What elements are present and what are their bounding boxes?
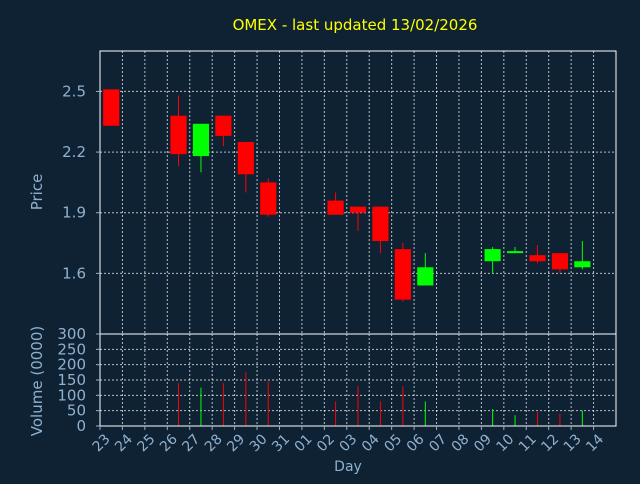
day-tick-label: 01 [292,431,316,455]
chart-title: OMEX - last updated 13/02/2026 [233,16,478,34]
candle-body [551,253,568,270]
volume-tick-label: 300 [57,325,86,343]
day-tick-label: 29 [224,431,248,455]
candle-body [349,206,367,213]
volume-tick-label: 50 [67,402,86,420]
candles-group [103,89,591,302]
day-tick-label: 27 [179,431,203,455]
day-tick-label: 11 [516,431,540,455]
candle-body [215,115,232,136]
volume-tick-label: 150 [57,371,86,389]
day-tick-label: 26 [157,431,181,455]
volume-tick-label: 0 [76,417,86,435]
candle-body [372,206,389,242]
price-axis-label: Price [28,174,46,211]
volume-bars-group [178,372,583,426]
day-tick-label: 03 [336,431,360,455]
candle-body [484,249,501,262]
price-tick-labels: 1.6 1.9 2.2 2.5 [62,82,100,282]
x-axis-label: Day [334,459,362,475]
day-tick-label: 30 [247,431,271,455]
day-tick-label: 08 [449,431,473,455]
day-tick-label: 14 [583,431,607,455]
candle-body [260,182,277,215]
day-tick-label: 02 [314,431,338,455]
candle-body [506,251,524,254]
volume-axis-label: Volume (0000) [28,326,46,436]
day-tick-label: 04 [359,431,383,455]
day-tick-label: 31 [269,431,293,455]
day-tick-label: 24 [112,431,136,455]
volume-tick-label: 100 [57,386,86,404]
volume-grid [100,334,616,426]
day-tick-label: 13 [561,431,585,455]
volume-tick-label: 250 [57,340,86,358]
price-tick-label: 1.9 [62,204,86,222]
candle-body [170,115,187,155]
candle-body [327,200,344,215]
candle-body [103,89,120,126]
candle-body [574,261,591,268]
day-tick-labels: 2324252627282930310102030405060708091011… [90,426,607,455]
day-tick-label: 23 [90,431,114,455]
price-panel-frame [99,50,617,335]
price-tick-label: 2.5 [62,82,86,100]
day-tick-label: 10 [494,431,518,455]
candle-body [529,255,546,262]
day-tick-label: 09 [471,431,495,455]
panel-frames [99,50,617,427]
day-tick-label: 25 [135,431,159,455]
day-tick-label: 07 [426,431,450,455]
price-grid [100,51,616,334]
day-tick-label: 12 [538,431,562,455]
day-tick-label: 28 [202,431,226,455]
candle-body [192,123,210,157]
day-tick-label: 05 [381,431,405,455]
price-tick-label: 2.2 [62,143,86,161]
candle-body [417,267,434,286]
candle-body [237,141,254,175]
day-tick-label: 06 [404,431,428,455]
candle-body [394,249,411,300]
volume-tick-label: 200 [57,356,86,374]
price-tick-label: 1.6 [62,264,86,282]
